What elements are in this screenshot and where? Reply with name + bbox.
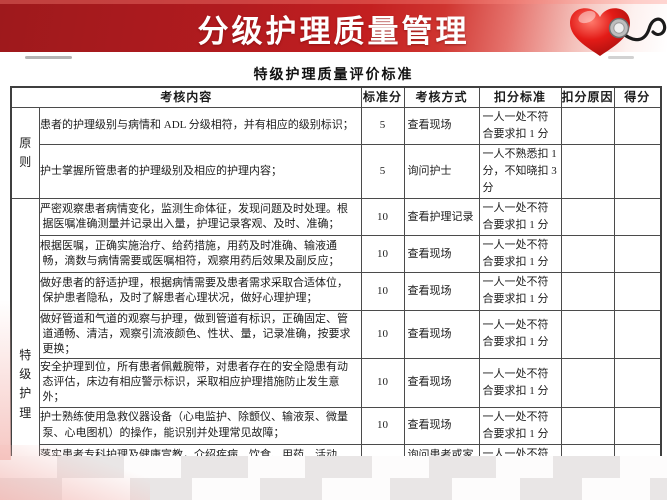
deduction-reason-cell — [560, 198, 615, 237]
page-title: 分级护理质量管理 — [197, 14, 470, 49]
score-cell — [613, 309, 662, 360]
assessment-content: 6、做好管道和气道的观察与护理，做到管道有标识，正确固定、管道通畅、清洁，观察引… — [38, 309, 362, 360]
assessment-content: 5、做好患者的舒适护理，根据病情需要及患者需求采取合适体位，保护患者隐私，及时了… — [38, 272, 362, 311]
assessment-method: 查看现场 — [403, 358, 480, 408]
deduction-reason-cell — [560, 235, 615, 274]
header-banner: 分级护理质量管理 — [0, 0, 667, 57]
assessment-method: 查看现场 — [403, 106, 480, 146]
deduction-standard: 一人一处不符合要求扣 1 分 — [478, 235, 562, 274]
assessment-method: 询问护士 — [403, 144, 480, 200]
score-cell — [613, 198, 662, 237]
footer-watermark-pattern — [0, 456, 667, 500]
assessment-content: 8、护士熟练使用急救仪器设备（心电监护、除颤仪、输液泵、微量泵、心电图机）的操作… — [38, 406, 362, 445]
table-row: 8、护士熟练使用急救仪器设备（心电监护、除颤仪、输液泵、微量泵、心电图机）的操作… — [11, 406, 662, 445]
row-group-label: 原则 — [10, 106, 40, 200]
col-header-method: 考核方式 — [403, 86, 480, 108]
row-group-label: 特级护理 — [10, 198, 40, 500]
standard-score: 10 — [360, 272, 405, 311]
divider — [608, 56, 634, 59]
table-row: 7、安全护理到位，所有患者佩戴腕带，对患者存在的安全隐患有动态评估，床边有相应警… — [11, 358, 662, 408]
standard-score: 10 — [360, 235, 405, 274]
standard-score: 5 — [360, 106, 405, 146]
col-header-deduction-standard: 扣分标准 — [478, 86, 562, 108]
assessment-content: 4、根据医嘱，正确实施治疗、给药措施，用药及时准确、输液通畅，滴数与病情需要或医… — [38, 235, 362, 274]
standard-score: 10 — [360, 406, 405, 445]
standard-score: 5 — [360, 144, 405, 200]
score-cell — [613, 106, 662, 146]
score-cell — [613, 144, 662, 200]
heart-gloss — [578, 10, 596, 24]
col-header-deduction-reason: 扣分原因 — [560, 86, 615, 108]
assessment-method: 查看现场 — [403, 309, 480, 360]
standard-score: 10 — [360, 358, 405, 408]
table-row: 6、做好管道和气道的观察与护理，做到管道有标识，正确固定、管道通畅、清洁，观察引… — [11, 309, 662, 360]
evaluation-table: 考核内容 标准分 考核方式 扣分标准 扣分原因 得分 原则 1、患者的护理级别与… — [10, 86, 663, 500]
deduction-standard: 一人一处不符合要求扣 1 分 — [478, 272, 562, 311]
deduction-reason-cell — [560, 358, 615, 408]
deduction-reason-cell — [560, 144, 615, 200]
deduction-standard: 一人一处不符合要求扣 1 分 — [478, 309, 562, 360]
assessment-method: 查看现场 — [403, 406, 480, 445]
deduction-standard: 一人一处不符合要求扣 1 分 — [478, 406, 562, 445]
deduction-reason-cell — [560, 272, 615, 311]
assessment-content: 7、安全护理到位，所有患者佩戴腕带，对患者存在的安全隐患有动态评估，床边有相应警… — [38, 358, 362, 408]
deduction-standard: 一人一处不符合要求扣 1 分 — [478, 198, 562, 237]
assessment-content: 1、患者的护理级别与病情和 ADL 分级相符，并有相应的级别标识； — [38, 106, 362, 146]
assessment-method: 查看现场 — [403, 272, 480, 311]
deduction-standard: 一人一处不符合要求扣 1 分 — [478, 358, 562, 408]
deduction-standard: 一人不熟悉扣 1 分，不知晓扣 3 分 — [478, 144, 562, 200]
score-cell — [613, 358, 662, 408]
deduction-standard: 一人一处不符合要求扣 1 分 — [478, 106, 562, 146]
standard-score: 10 — [360, 198, 405, 237]
assessment-method: 查看护理记录 — [403, 198, 480, 237]
stethoscope-chestpiece-center — [613, 22, 625, 34]
assessment-content: 2、护士掌握所管患者的护理级别及相应的护理内容； — [38, 144, 362, 200]
col-header-standard-score: 标准分 — [360, 86, 405, 108]
table-row: 4、根据医嘱，正确实施治疗、给药措施，用药及时准确、输液通畅，滴数与病情需要或医… — [11, 235, 662, 274]
col-header-content: 考核内容 — [10, 86, 362, 108]
table-row: 5、做好患者的舒适护理，根据病情需要及患者需求采取合适体位，保护患者隐私，及时了… — [11, 272, 662, 311]
divider — [25, 56, 72, 59]
standard-score: 10 — [360, 309, 405, 360]
score-cell — [613, 272, 662, 311]
assessment-method: 查看现场 — [403, 235, 480, 274]
score-cell — [613, 406, 662, 445]
checker-row — [0, 456, 667, 478]
table-row: 原则 1、患者的护理级别与病情和 ADL 分级相符，并有相应的级别标识； 5 查… — [10, 106, 662, 200]
deduction-reason-cell — [560, 106, 615, 146]
table-title: 特级护理质量评价标准 — [253, 68, 414, 83]
assessment-content: 3、严密观察患者病情变化，监测生命体征，发现问题及时处理。根据医嘱准确测量并记录… — [38, 198, 362, 237]
table-row: 特级护理 3、严密观察患者病情变化，监测生命体征，发现问题及时处理。根据医嘱准确… — [10, 198, 662, 500]
heart-stethoscope-icon — [570, 8, 667, 57]
deduction-reason-cell — [560, 309, 615, 360]
stethoscope-tube — [619, 17, 667, 42]
table-header-row: 考核内容 标准分 考核方式 扣分标准 扣分原因 得分 — [10, 86, 662, 108]
checker-row — [0, 478, 667, 500]
score-cell — [613, 235, 662, 274]
table-row: 2、护士掌握所管患者的护理级别及相应的护理内容； 5 询问护士 一人不熟悉扣 1… — [11, 144, 662, 200]
col-header-score: 得分 — [613, 86, 662, 108]
deduction-reason-cell — [560, 406, 615, 445]
